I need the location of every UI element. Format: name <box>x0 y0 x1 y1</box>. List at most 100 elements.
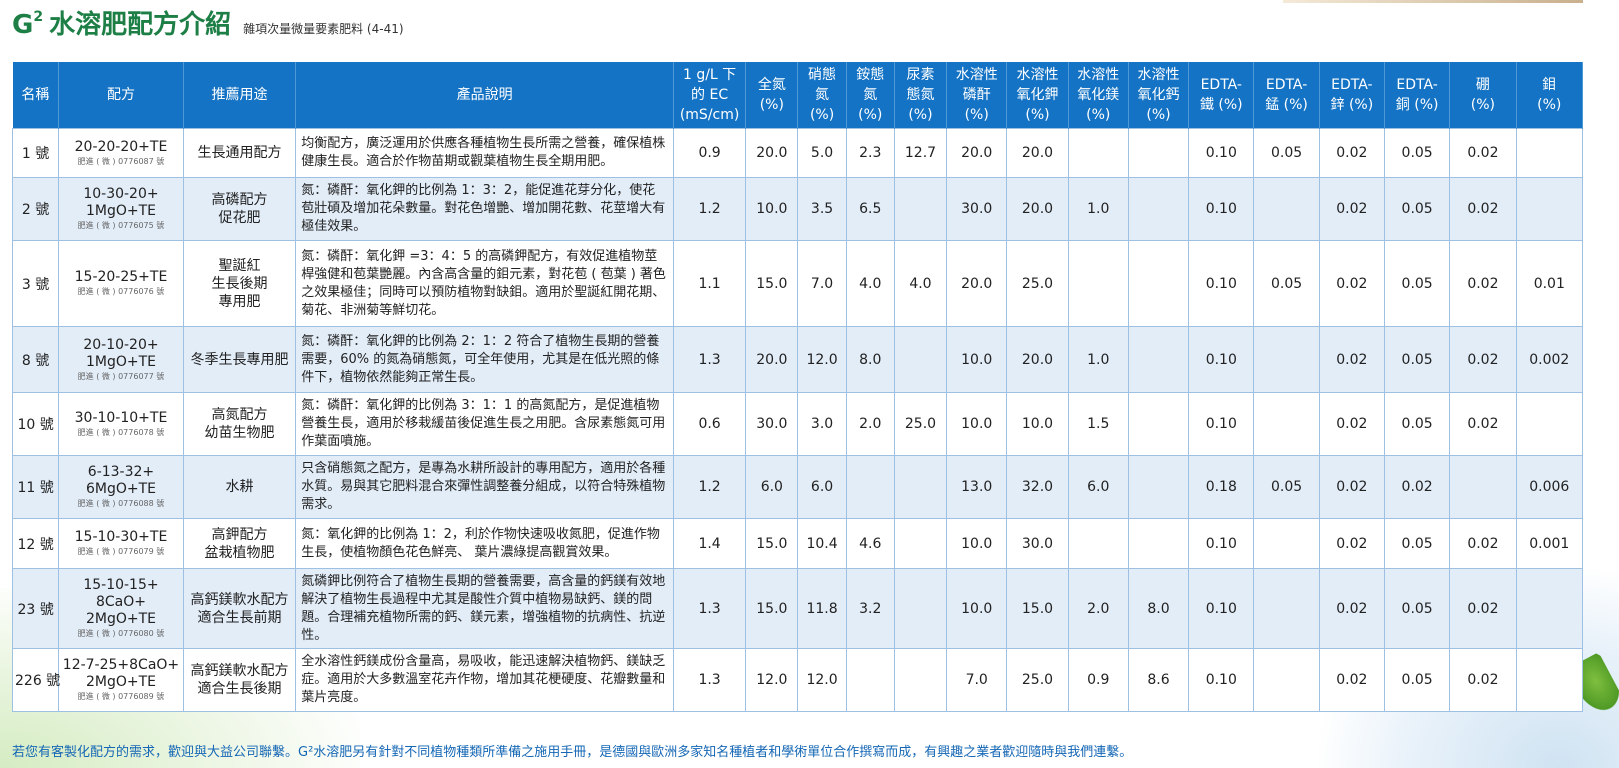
value-cell: 3.0 <box>797 392 847 456</box>
formula-line: 20-20-20+TE <box>74 138 168 155</box>
value-cell <box>1127 240 1190 327</box>
value-cell: 0.02 <box>1318 326 1385 393</box>
brand-logo: G2 <box>12 9 44 40</box>
value-cell: 0.001 <box>1515 518 1584 569</box>
product-number: 12 號 <box>11 518 60 569</box>
value-cell: 1.3 <box>672 568 747 649</box>
value-cell: 0.9 <box>1067 648 1129 712</box>
value-cell <box>1127 326 1190 393</box>
value-cell: 2.0 <box>845 392 895 456</box>
formula-line: 15-10-15+ <box>83 577 159 593</box>
value-cell: 0.02 <box>1449 392 1517 456</box>
registration-number: 肥進 ( 微 ) 0776080 號 <box>77 629 165 638</box>
value-cell <box>893 648 948 712</box>
value-cell: 0.02 <box>1318 177 1385 241</box>
value-cell: 8.0 <box>1127 568 1190 649</box>
column-header: EDTA- 銅 (%) <box>1384 62 1451 129</box>
value-cell: 0.10 <box>1188 648 1255 712</box>
value-cell <box>1253 392 1320 456</box>
value-cell: 1.4 <box>672 518 747 569</box>
use-line: 生長後期 <box>211 275 268 292</box>
value-cell: 30.0 <box>946 177 1008 241</box>
column-header: 硼 (%) <box>1449 62 1517 129</box>
value-cell: 20.0 <box>745 128 799 178</box>
value-cell: 0.02 <box>1449 518 1517 569</box>
value-cell <box>1449 455 1517 519</box>
value-cell: 0.02 <box>1383 455 1451 519</box>
formula-line: 12-7-25+8CaO+ <box>62 657 180 673</box>
recommended-use: 高鈣鎂軟水配方 適合生長前期 <box>182 568 297 649</box>
value-cell: 0.02 <box>1449 240 1517 327</box>
value-cell <box>1127 392 1190 456</box>
formula-line: 1MgO+TE <box>85 203 156 219</box>
formula-line: 10-30-20+ <box>83 186 159 202</box>
value-cell <box>1515 128 1584 178</box>
value-cell: 1.3 <box>672 648 747 712</box>
product-description: 氮：磷酐：氧化鉀的比例為 3：1：1 的高氮配方，是促進植物營養生長，適用於移栽… <box>295 392 674 456</box>
recommended-use: 聖誕紅 生長後期 專用肥 <box>182 240 297 327</box>
registration-number: 肥進 ( 微 ) 0776078 號 <box>77 427 165 437</box>
use-line: 高鉀配方 <box>211 526 268 543</box>
value-cell: 0.02 <box>1318 568 1385 649</box>
value-cell <box>893 518 948 569</box>
value-cell: 12.0 <box>797 326 847 393</box>
value-cell <box>1515 568 1584 649</box>
formula-line: 15-10-30+TE <box>74 529 168 545</box>
product-description: 氮：磷酐：氧化鉀 =3：4：5 的高磷鉀配方，有效促進植物莖桿強健和苞葉艷麗。內… <box>295 240 674 327</box>
value-cell: 0.10 <box>1188 568 1255 649</box>
recommended-use: 高氮配方 幼苗生物肥 <box>182 392 297 456</box>
value-cell <box>893 568 948 649</box>
value-cell: 1.5 <box>1067 392 1129 456</box>
value-cell: 25.0 <box>1006 240 1069 327</box>
value-cell: 0.10 <box>1188 128 1255 178</box>
table-row: 12 號 15-10-30+TE 肥進 ( 微 ) 0776079 號 高鉀配方 盆栽植… <box>11 518 1584 569</box>
product-number: 226 號 <box>11 648 60 712</box>
column-header: 水溶性 氧化鈣 (%) <box>1128 62 1190 129</box>
formula-cell: 15-10-15+ 8CaO+ 2MgO+TE 肥進 ( 微 ) 0776080 號 <box>58 568 184 649</box>
table-row: 3 號 15-20-25+TE 肥進 ( 微 ) 0776076 號 聖誕紅 生長後期專… <box>11 240 1584 327</box>
column-header: 水溶性 磷酐 (%) <box>946 62 1008 129</box>
value-cell: 12.0 <box>797 648 847 712</box>
value-cell <box>1127 177 1190 241</box>
registration-number: 肥進 ( 微 ) 0776079 號 <box>77 547 165 556</box>
recommended-use: 水耕 <box>182 455 297 519</box>
value-cell: 0.02 <box>1449 177 1517 241</box>
value-cell: 0.05 <box>1383 326 1451 393</box>
value-cell: 0.02 <box>1318 648 1385 712</box>
value-cell: 10.0 <box>946 518 1008 569</box>
value-cell: 30.0 <box>1006 518 1069 569</box>
formula-cell: 10-30-20+ 1MgO+TE 肥進 ( 微 ) 0776075 號 <box>58 177 184 241</box>
value-cell: 3.2 <box>845 568 895 649</box>
formula-line: 20-10-20+ <box>83 336 159 353</box>
product-number: 1 號 <box>11 128 60 178</box>
value-cell: 0.05 <box>1383 128 1451 178</box>
formula-cell: 6-13-32+ 6MgO+TE 肥進 ( 微 ) 0776088 號 <box>58 455 184 519</box>
value-cell: 15.0 <box>745 568 799 649</box>
value-cell: 0.10 <box>1188 326 1255 393</box>
page-subtitle: 雜項次量微量要素肥料 (4-41) <box>243 22 404 36</box>
use-line: 幼苗生物肥 <box>204 425 275 441</box>
value-cell: 32.0 <box>1006 455 1069 519</box>
table-header-row: 名稱 配方 推薦用途 產品說明 1 g/L 下的 EC (mS/cm) 全氮 (%) 硝態氮 (%… <box>12 62 1584 129</box>
value-cell <box>1253 326 1320 393</box>
column-header: EDTA- 鋅 (%) <box>1319 62 1385 129</box>
recommended-use: 高磷配方 促花肥 <box>182 177 297 241</box>
value-cell: 0.01 <box>1515 240 1584 327</box>
value-cell: 0.02 <box>1318 455 1385 519</box>
use-line: 聖誕紅 <box>218 257 261 274</box>
value-cell: 6.5 <box>845 177 895 241</box>
use-line: 適合生長後期 <box>197 681 282 697</box>
value-cell: 0.02 <box>1449 326 1517 393</box>
value-cell: 0.05 <box>1253 128 1320 178</box>
value-cell: 1.0 <box>1067 177 1129 241</box>
value-cell: 6.0 <box>797 455 847 519</box>
footer-note: 若您有客製化配方的需求，歡迎與大益公司聯繫。G²水溶肥另有針對不同植物種類所準備… <box>12 745 1133 760</box>
value-cell: 0.10 <box>1188 392 1255 456</box>
value-cell: 15.0 <box>745 240 799 327</box>
value-cell <box>1515 392 1584 456</box>
value-cell: 1.2 <box>672 455 747 519</box>
value-cell: 8.0 <box>845 326 895 393</box>
value-cell <box>1067 240 1129 327</box>
value-cell: 0.05 <box>1253 455 1320 519</box>
registration-number: 肥進 ( 微 ) 0776076 號 <box>77 287 165 296</box>
